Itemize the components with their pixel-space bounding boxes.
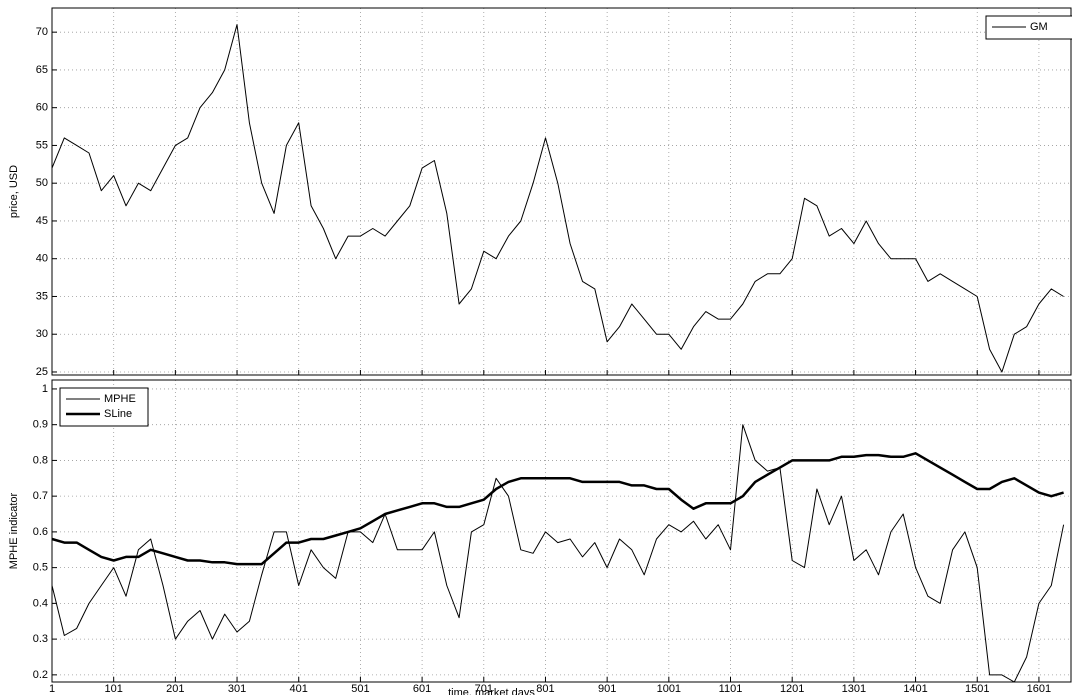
- plot-frame: [51, 7, 1072, 376]
- x-tick-label: 501: [351, 683, 369, 695]
- y-tick-label: 60: [36, 102, 48, 114]
- legend-box: [59, 387, 149, 427]
- legend-label: SLine: [104, 408, 132, 420]
- x-tick-label: 1001: [657, 683, 681, 695]
- data-line: [51, 424, 1065, 683]
- y-tick-label: 35: [36, 290, 48, 302]
- y-tick-label: 0.5: [33, 562, 48, 574]
- plot-area: [52, 380, 1071, 682]
- y-tick-label: 45: [36, 215, 48, 227]
- x-tick-label: 1401: [903, 683, 927, 695]
- y-tick-label: 0.6: [33, 526, 48, 538]
- plot-area: [52, 8, 1071, 375]
- x-tick-label: 1601: [1027, 683, 1051, 695]
- y-tick-label: 0.3: [33, 633, 48, 645]
- y-tick-label: 1: [42, 383, 48, 395]
- legend-box: [985, 15, 1072, 40]
- x-tick-label: 1201: [780, 683, 804, 695]
- y-tick-label: 0.8: [33, 454, 48, 466]
- x-tick-label: 301: [228, 683, 246, 695]
- y-tick-label: 0.9: [33, 419, 48, 431]
- x-tick-label: 401: [290, 683, 308, 695]
- y-tick-label: 0.2: [33, 669, 48, 681]
- y-tick-label: 0.4: [33, 597, 48, 609]
- legend-label: GM: [1030, 21, 1048, 33]
- y-tick-label: 40: [36, 253, 48, 265]
- y-tick-label: 55: [36, 139, 48, 151]
- y-axis-label: price, USD: [8, 165, 20, 218]
- y-tick-label: 30: [36, 328, 48, 340]
- legend-label: MPHE: [104, 393, 136, 405]
- y-tick-label: 70: [36, 26, 48, 38]
- x-tick-label: 1: [49, 683, 55, 695]
- y-axis-label: MPHE indicator: [8, 492, 20, 569]
- x-axis-label: time, market days: [448, 687, 535, 695]
- x-tick-label: 701: [475, 683, 493, 695]
- x-tick-label: 1101: [719, 683, 743, 695]
- y-tick-label: 50: [36, 177, 48, 189]
- y-tick-label: 25: [36, 366, 48, 378]
- plot-frame: [51, 379, 1072, 683]
- y-tick-label: 0.7: [33, 490, 48, 502]
- data-line: [51, 452, 1064, 566]
- x-tick-label: 1301: [842, 683, 866, 695]
- x-tick-label: 801: [536, 683, 554, 695]
- x-tick-label: 1501: [965, 683, 989, 695]
- x-tick-label: 201: [166, 683, 184, 695]
- x-tick-label: 601: [413, 683, 431, 695]
- x-tick-label: 101: [105, 683, 123, 695]
- y-tick-label: 65: [36, 64, 48, 76]
- data-line: [51, 24, 1064, 373]
- x-tick-label: 901: [598, 683, 616, 695]
